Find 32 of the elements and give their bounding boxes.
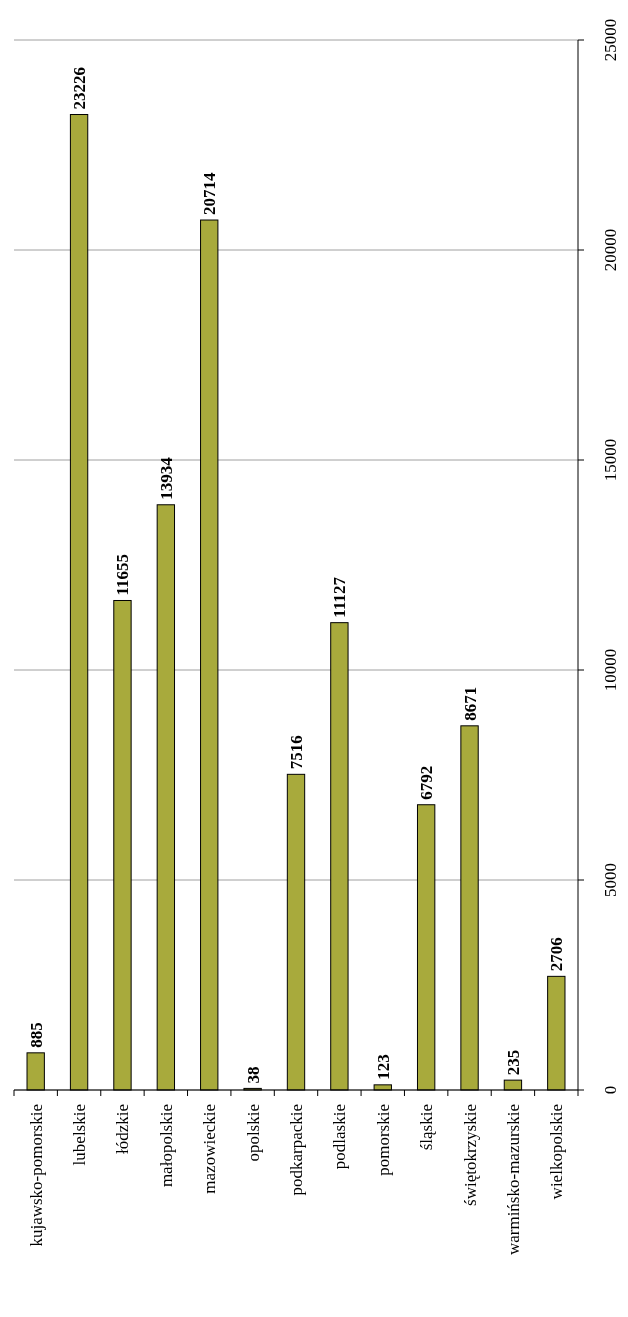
x-tick-label: małopolskie: [156, 1104, 176, 1188]
data-label: 23226: [70, 67, 90, 110]
y-tick-label: 10000: [601, 648, 620, 692]
x-tick-label: kujawsko-pomorskie: [26, 1104, 46, 1247]
data-label: 11655: [113, 553, 133, 596]
data-label: 7516: [287, 735, 306, 770]
y-tick-label: 25000: [601, 18, 620, 62]
y-tick-label: 5000: [601, 863, 620, 897]
x-tick-label: pomorskie: [373, 1104, 393, 1176]
x-tick-label: śląskie: [417, 1104, 437, 1151]
x-tick-label: wielkopolskie: [547, 1104, 567, 1200]
data-label: 2706: [547, 937, 567, 972]
x-tick-label: podkarpackie: [287, 1104, 306, 1196]
data-label: 38: [243, 1066, 263, 1084]
data-label: 123: [373, 1054, 393, 1080]
y-tick-label: 0: [601, 1085, 620, 1095]
y-tick-label: 20000: [601, 228, 620, 272]
y-tick-label: 15000: [601, 438, 620, 482]
x-tick-label: lubelskie: [70, 1104, 90, 1166]
data-label: 13934: [156, 456, 176, 500]
data-label: 11127: [330, 576, 350, 618]
x-tick-label: mazowieckie: [200, 1104, 220, 1194]
x-tick-label: opolskie: [243, 1104, 263, 1162]
x-tick-label: podlaskie: [330, 1104, 350, 1170]
x-tick-label: świętokrzyskie: [460, 1104, 480, 1206]
x-tick-label: warmińsko-mazurskie: [503, 1104, 523, 1256]
x-tick-label: łódzkie: [113, 1104, 133, 1155]
data-label: 235: [503, 1049, 523, 1076]
data-label: 885: [26, 1022, 46, 1048]
data-label: 8671: [460, 686, 480, 721]
data-label: 20714: [200, 172, 220, 216]
data-label: 6792: [417, 765, 437, 800]
